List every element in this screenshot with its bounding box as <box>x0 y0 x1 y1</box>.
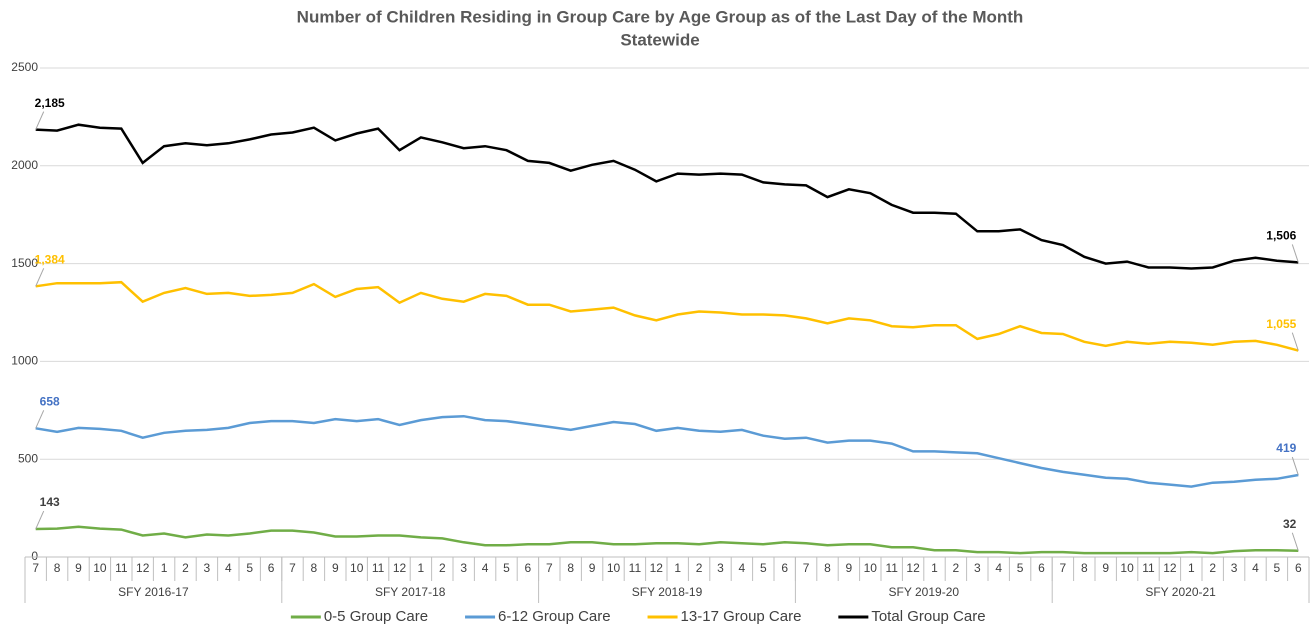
group-label: SFY 2019-20 <box>889 585 960 599</box>
y-tick-label: 1500 <box>11 256 38 270</box>
x-tick-label: 9 <box>75 561 82 575</box>
data-label: 1,384 <box>35 252 65 266</box>
x-tick-label: 7 <box>546 561 553 575</box>
x-tick-label: 10 <box>607 561 621 575</box>
x-tick-label: 2 <box>439 561 446 575</box>
series-line <box>35 123 1299 270</box>
series-line <box>35 525 1299 555</box>
x-tick-label: 8 <box>311 561 318 575</box>
x-tick-label: 11 <box>1142 561 1155 575</box>
x-tick-label: 2 <box>182 561 189 575</box>
leader-line <box>1291 532 1299 551</box>
x-tick-label: 11 <box>372 561 385 575</box>
group-label: SFY 2016-17 <box>118 585 189 599</box>
x-tick-label: 9 <box>846 561 853 575</box>
x-tick-label: 9 <box>1102 561 1109 575</box>
leader-line <box>1291 456 1299 476</box>
leader-line <box>35 510 45 530</box>
group-label: SFY 2018-19 <box>632 585 703 599</box>
data-label: 419 <box>1276 441 1296 455</box>
x-tick-label: 5 <box>1274 561 1281 575</box>
x-tick-label: 12 <box>1163 561 1177 575</box>
x-tick-label: 11 <box>885 561 898 575</box>
data-label: 658 <box>40 394 60 408</box>
x-tick-label: 6 <box>1295 561 1302 575</box>
x-tick-label: 8 <box>54 561 61 575</box>
data-label: 2,185 <box>35 96 65 110</box>
leader-line <box>1291 332 1299 351</box>
y-tick-label: 1000 <box>11 354 38 368</box>
leader-line <box>1291 244 1299 263</box>
leader-line <box>35 268 45 287</box>
x-tick-label: 8 <box>824 561 831 575</box>
x-tick-label: 5 <box>760 561 767 575</box>
legend-label: 0-5 Group Care <box>324 608 428 625</box>
legend-label: 6-12 Group Care <box>498 608 611 625</box>
x-tick-label: 12 <box>393 561 407 575</box>
x-tick-label: 2 <box>696 561 703 575</box>
x-tick-label: 4 <box>225 561 232 575</box>
x-tick-label: 8 <box>1081 561 1088 575</box>
x-tick-label: 6 <box>268 561 275 575</box>
x-tick-label: 12 <box>136 561 150 575</box>
x-tick-label: 12 <box>906 561 920 575</box>
x-tick-label: 3 <box>717 561 724 575</box>
leader-line <box>35 111 45 130</box>
x-tick-label: 4 <box>482 561 489 575</box>
leader-line <box>35 410 45 429</box>
x-tick-label: 7 <box>1060 561 1067 575</box>
x-tick-label: 6 <box>1038 561 1045 575</box>
x-tick-label: 1 <box>1188 561 1195 575</box>
x-tick-label: 7 <box>289 561 296 575</box>
group-label: SFY 2017-18 <box>375 585 446 599</box>
x-tick-label: 9 <box>589 561 596 575</box>
legend-label: Total Group Care <box>871 608 985 625</box>
x-tick-label: 4 <box>739 561 746 575</box>
x-tick-label: 2 <box>953 561 960 575</box>
x-tick-label: 10 <box>350 561 364 575</box>
x-tick-label: 10 <box>864 561 878 575</box>
y-tick-label: 2000 <box>11 158 38 172</box>
x-tick-label: 3 <box>204 561 211 575</box>
x-tick-label: 1 <box>674 561 681 575</box>
y-tick-label: 500 <box>18 451 38 465</box>
x-tick-label: 5 <box>1017 561 1024 575</box>
chart-title: Number of Children Residing in Group Car… <box>297 7 1024 26</box>
x-tick-label: 8 <box>567 561 574 575</box>
x-tick-label: 1 <box>931 561 938 575</box>
x-tick-label: 5 <box>246 561 253 575</box>
x-tick-label: 6 <box>781 561 788 575</box>
x-tick-label: 10 <box>1120 561 1134 575</box>
series-line <box>35 280 1299 352</box>
x-tick-label: 6 <box>525 561 532 575</box>
x-tick-label: 3 <box>1231 561 1238 575</box>
x-tick-label: 10 <box>93 561 107 575</box>
data-label: 1,055 <box>1266 317 1296 331</box>
x-tick-label: 7 <box>803 561 810 575</box>
x-tick-label: 4 <box>995 561 1002 575</box>
y-tick-label: 0 <box>31 549 38 563</box>
group-label: SFY 2020-21 <box>1145 585 1216 599</box>
data-label: 1,506 <box>1266 229 1296 243</box>
x-tick-label: 12 <box>650 561 664 575</box>
y-tick-label: 2500 <box>11 60 38 74</box>
x-tick-label: 3 <box>974 561 981 575</box>
x-tick-label: 3 <box>460 561 467 575</box>
x-tick-label: 4 <box>1252 561 1259 575</box>
x-tick-label: 1 <box>161 561 168 575</box>
data-label: 143 <box>40 495 60 509</box>
data-label: 32 <box>1283 517 1297 531</box>
series-line <box>35 414 1299 488</box>
x-tick-label: 5 <box>503 561 510 575</box>
x-tick-label: 1 <box>418 561 425 575</box>
x-tick-label: 11 <box>629 561 642 575</box>
x-tick-label: 9 <box>332 561 339 575</box>
chart-subtitle: Statewide <box>620 30 699 49</box>
x-tick-label: 7 <box>32 561 39 575</box>
x-tick-label: 2 <box>1209 561 1216 575</box>
x-tick-label: 11 <box>115 561 128 575</box>
legend-label: 13-17 Group Care <box>681 608 802 625</box>
